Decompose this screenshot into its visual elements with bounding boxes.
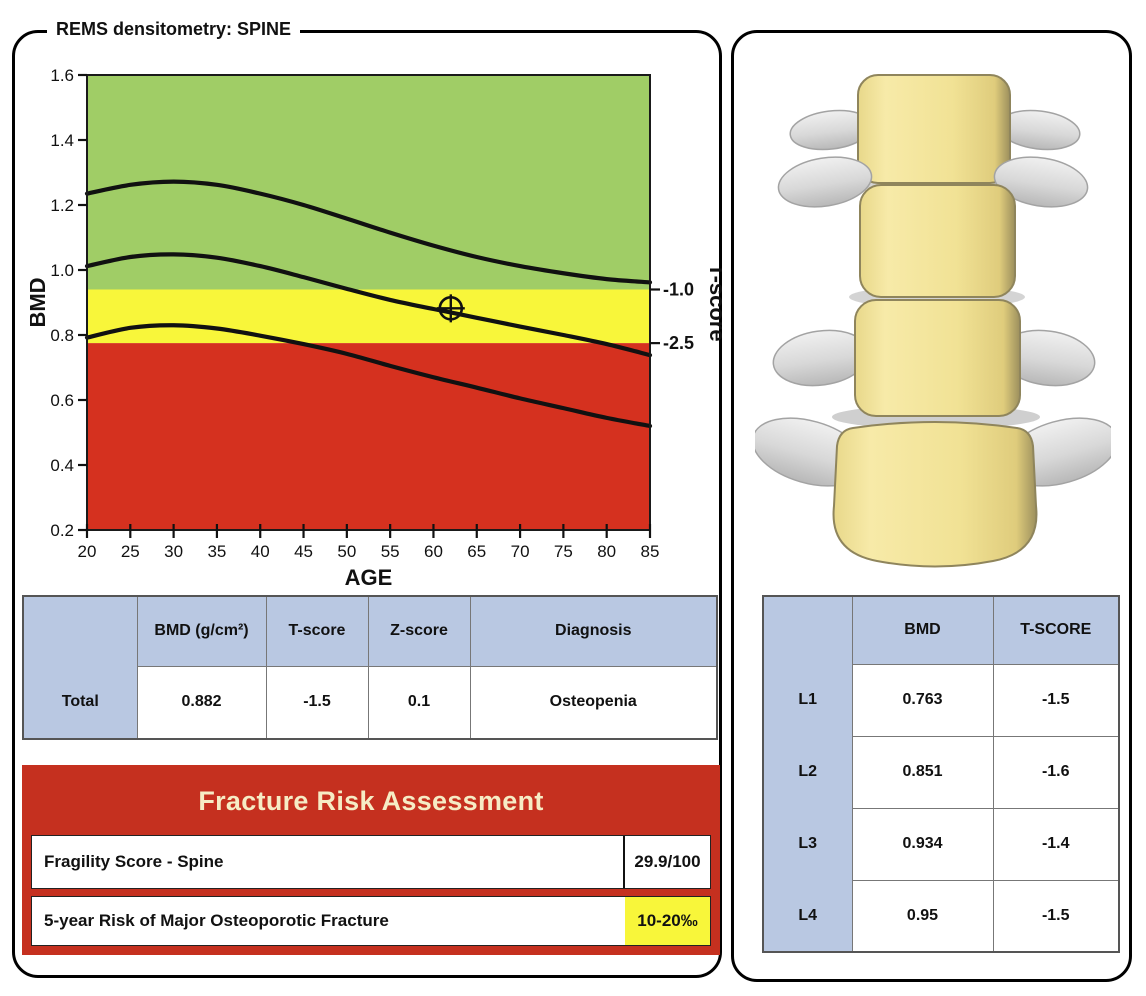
vertebra-l3 — [772, 299, 1096, 429]
row-label-total: Total — [22, 666, 138, 740]
row-label-l4: L4 — [762, 880, 853, 953]
x-tick-label: 20 — [78, 542, 97, 561]
l1-body — [857, 74, 1011, 184]
y-axis-title: BMD — [30, 277, 50, 327]
tscore-tick-label: -2.5 — [663, 333, 694, 353]
row-label-l1: L1 — [762, 664, 853, 736]
l1-bmd-value: 0.763 — [851, 663, 994, 737]
vertebra-l4 — [755, 417, 1111, 568]
fracture-risk-title: Fracture Risk Assessment — [198, 786, 544, 816]
results-header-tscore: T-score — [265, 595, 369, 667]
x-tick-label: 55 — [381, 542, 400, 561]
x-tick-label: 75 — [554, 542, 573, 561]
l3-body — [854, 299, 1021, 417]
y-tick-label: 1.0 — [50, 261, 74, 280]
y-tick-label: 0.2 — [50, 521, 74, 540]
x-tick-label: 25 — [121, 542, 140, 561]
l1-tscore-value: -1.5 — [992, 663, 1120, 737]
reference-curve-mean — [84, 252, 653, 358]
l4-bmd-value: 0.95 — [851, 879, 994, 953]
zone-osteoporosis — [87, 343, 650, 530]
bmd-age-chart: 0.2 0.4 0.6 0.8 1.0 1.2 1.4 1.6 20 25 30 35 40 45 50 55… — [30, 66, 722, 590]
y-tick-label: 1.6 — [50, 66, 74, 85]
results-header-zscore: Z-score — [367, 595, 471, 667]
reference-curve-upper — [84, 179, 653, 285]
total-tscore-value: -1.5 — [265, 665, 369, 740]
x-tick-label: 50 — [337, 542, 356, 561]
results-table: BMD (g/cm²) T-score Z-score Diagnosis To… — [22, 595, 718, 740]
x-tick-label: 80 — [597, 542, 616, 561]
row-label-l2: L2 — [762, 736, 853, 808]
l2-right-process — [993, 156, 1089, 208]
t-score-axis-title: T-score — [705, 263, 722, 341]
x-tick-label: 35 — [207, 542, 226, 561]
results-header-diagnosis: Diagnosis — [469, 595, 718, 667]
table-row: L4 0.95 -1.5 — [762, 879, 1120, 953]
fragility-score-row: Fragility Score - Spine 29.9/100 — [31, 835, 711, 889]
l4-body — [832, 421, 1038, 568]
table-row: Total 0.882 -1.5 0.1 Osteopenia — [22, 665, 718, 740]
vertebrae-header-tscore: T-SCORE — [992, 595, 1120, 665]
l2-body — [859, 184, 1016, 298]
y-tick-label: 1.2 — [50, 196, 74, 215]
x-tick-label: 70 — [511, 542, 530, 561]
total-bmd-value: 0.882 — [136, 665, 267, 740]
vertebrae-table: BMD T-SCORE L1 0.763 -1.5 L2 0.851 -1.6 … — [762, 595, 1120, 953]
panel-title: REMS densitometry: SPINE — [47, 19, 301, 40]
y-tick-label: 1.4 — [50, 131, 74, 150]
results-header-bmd: BMD (g/cm²) — [136, 595, 267, 667]
reference-curve-lower — [84, 323, 653, 429]
x-tick-label: 65 — [467, 542, 486, 561]
x-tick-label: 60 — [424, 542, 443, 561]
x-tick-label: 45 — [294, 542, 313, 561]
l3-tscore-value: -1.4 — [992, 807, 1120, 881]
vertebrae-header-blank — [762, 595, 853, 664]
five-year-risk-row: 5-year Risk of Major Osteoporotic Fractu… — [31, 896, 711, 946]
table-row: L2 0.851 -1.6 — [762, 735, 1120, 809]
diagnosis-value: Osteopenia — [469, 665, 718, 740]
vertebrae-panel: BMD T-SCORE L1 0.763 -1.5 L2 0.851 -1.6 … — [731, 30, 1132, 982]
fragility-score-label: Fragility Score - Spine — [44, 852, 224, 871]
vertebrae-header-row: BMD T-SCORE — [762, 595, 1120, 665]
fragility-score-value: 29.9/100 — [623, 836, 710, 888]
y-tick-label: 0.8 — [50, 326, 74, 345]
table-row: L1 0.763 -1.5 — [762, 663, 1120, 737]
l3-bmd-value: 0.934 — [851, 807, 994, 881]
x-tick-label: 40 — [251, 542, 270, 561]
l2-left-process — [777, 156, 873, 208]
l2-bmd-value: 0.851 — [851, 735, 994, 809]
results-header-blank — [22, 595, 138, 666]
vertebrae-header-bmd: BMD — [851, 595, 994, 665]
results-header-row: BMD (g/cm²) T-score Z-score Diagnosis — [22, 595, 718, 667]
x-axis-title: AGE — [345, 565, 393, 590]
spine-illustration — [755, 74, 1111, 568]
plot-frame — [86, 74, 651, 531]
y-tick-label: 0.4 — [50, 456, 74, 475]
l4-tscore-value: -1.5 — [992, 879, 1120, 953]
five-year-risk-label: 5-year Risk of Major Osteoporotic Fractu… — [44, 911, 389, 930]
x-tick-label: 30 — [164, 542, 183, 561]
row-label-l3: L3 — [762, 808, 853, 880]
total-zscore-value: 0.1 — [367, 665, 471, 740]
spine-densitometry-panel: REMS densitometry: SPINE 0.2 0.4 0.6 0.8 1.0… — [12, 19, 722, 978]
patient-marker — [436, 294, 465, 323]
five-year-risk-value: 10-20‰ — [625, 897, 710, 945]
y-tick-label: 0.6 — [50, 391, 74, 410]
tscore-tick-label: -1.0 — [663, 280, 694, 300]
fracture-risk-assessment-box: Fracture Risk Assessment Fragility Score… — [22, 765, 720, 955]
table-row: L3 0.934 -1.4 — [762, 807, 1120, 881]
l2-tscore-value: -1.6 — [992, 735, 1120, 809]
x-tick-label: 85 — [641, 542, 660, 561]
